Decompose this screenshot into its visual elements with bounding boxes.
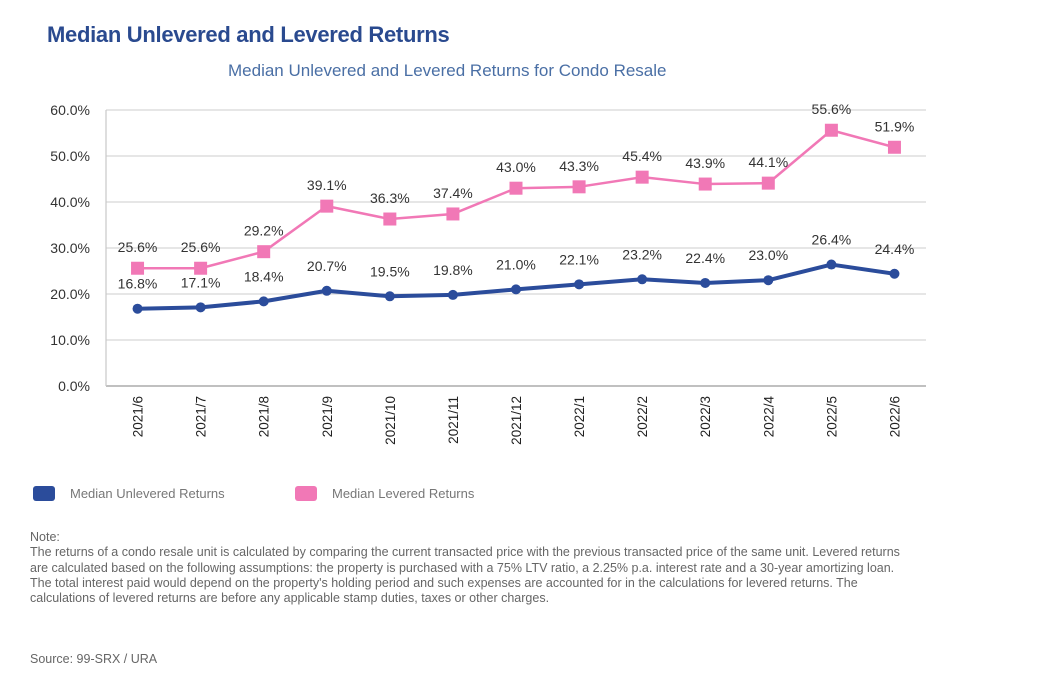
data-point-levered	[320, 199, 334, 213]
data-point-unlevered	[889, 268, 900, 279]
data-label: 23.0%	[748, 247, 788, 263]
x-tick-label: 2022/4	[761, 396, 776, 438]
data-point-unlevered	[258, 296, 269, 307]
x-tick-label: 2021/7	[194, 396, 209, 437]
data-label: 36.3%	[370, 190, 410, 206]
data-point-levered	[824, 123, 838, 137]
data-label: 21.0%	[496, 256, 536, 272]
data-point-unlevered	[447, 289, 458, 300]
data-point-levered	[572, 180, 586, 194]
data-point-unlevered	[195, 302, 206, 313]
data-label: 51.9%	[875, 118, 915, 134]
data-label: 19.5%	[370, 263, 410, 279]
source-text: Source: 99-SRX / URA	[30, 652, 158, 666]
data-point-levered	[131, 261, 145, 275]
data-label: 43.0%	[496, 159, 536, 175]
data-point-unlevered	[384, 291, 395, 302]
data-point-levered	[887, 140, 901, 154]
legend-swatch-unlevered	[33, 486, 55, 501]
data-label: 18.4%	[244, 268, 284, 284]
data-point-levered	[761, 176, 775, 190]
data-label: 25.6%	[118, 239, 158, 255]
legend-swatch-levered	[295, 486, 317, 501]
chart-title: Median Unlevered and Levered Returns for…	[228, 61, 667, 80]
y-tick-label: 30.0%	[50, 240, 90, 256]
data-label: 39.1%	[307, 177, 347, 193]
y-tick-label: 0.0%	[58, 378, 90, 394]
data-label: 43.3%	[559, 158, 599, 174]
data-label: 37.4%	[433, 185, 473, 201]
data-label: 16.8%	[118, 276, 158, 292]
data-point-levered	[635, 170, 649, 184]
x-tick-label: 2021/11	[446, 396, 461, 444]
data-label: 24.4%	[875, 241, 915, 257]
data-label: 19.8%	[433, 262, 473, 278]
x-tick-label: 2021/8	[257, 396, 272, 437]
data-label: 17.1%	[181, 274, 221, 290]
data-point-unlevered	[637, 274, 648, 285]
data-point-unlevered	[132, 303, 143, 314]
data-label: 20.7%	[307, 258, 347, 274]
y-tick-label: 50.0%	[50, 148, 90, 164]
line-chart: 0.0% 10.0% 20.0% 30.0% 40.0% 50.0% 60.0% 2021/6…	[50, 101, 926, 445]
x-tick-label: 2022/1	[572, 396, 587, 437]
note-text: The returns of a condo resale unit is ca…	[30, 545, 900, 606]
data-point-unlevered	[763, 275, 774, 286]
y-tick-label: 60.0%	[50, 102, 90, 118]
y-tick-label: 20.0%	[50, 286, 90, 302]
y-tick-label: 40.0%	[50, 194, 90, 210]
data-label: 23.2%	[622, 246, 662, 262]
data-point-levered	[257, 245, 271, 259]
data-point-levered	[194, 261, 208, 275]
data-point-levered	[509, 181, 523, 195]
data-label: 43.9%	[685, 155, 725, 171]
legend-item-unlevered: Median Unlevered Returns	[33, 486, 225, 501]
legend-label-levered: Median Levered Returns	[332, 486, 475, 501]
data-point-unlevered	[321, 285, 332, 296]
data-label: 26.4%	[812, 232, 852, 248]
data-point-unlevered	[511, 284, 521, 295]
data-label: 45.4%	[622, 148, 662, 164]
data-label: 22.4%	[685, 250, 725, 266]
legend-item-levered: Median Levered Returns	[295, 486, 474, 501]
data-point-levered	[446, 207, 460, 221]
x-tick-label: 2022/3	[698, 396, 713, 437]
x-tick-label: 2021/9	[320, 396, 335, 437]
x-tick-label: 2022/2	[635, 396, 650, 437]
note-block: Note: The returns of a condo resale unit…	[30, 530, 910, 606]
data-point-levered	[698, 177, 712, 191]
x-tick-label: 2022/5	[824, 396, 839, 437]
x-tick-label: 2021/10	[383, 396, 398, 445]
data-label: 55.6%	[812, 101, 852, 117]
data-label: 22.1%	[559, 251, 599, 267]
note-heading: Note:	[30, 530, 60, 544]
data-label: 44.1%	[748, 154, 788, 170]
data-label: 29.2%	[244, 223, 284, 239]
data-point-unlevered	[826, 259, 837, 270]
x-tick-label: 2022/6	[887, 396, 902, 437]
data-label: 25.6%	[181, 239, 221, 255]
y-tick-label: 10.0%	[50, 332, 90, 348]
data-point-unlevered	[574, 279, 585, 290]
data-point-unlevered	[700, 277, 711, 288]
x-tick-label: 2021/6	[131, 396, 146, 437]
data-point-levered	[383, 212, 397, 226]
x-tick-label: 2021/12	[509, 396, 524, 445]
page-title: Median Unlevered and Levered Returns	[47, 22, 450, 47]
legend-label-unlevered: Median Unlevered Returns	[70, 486, 225, 501]
